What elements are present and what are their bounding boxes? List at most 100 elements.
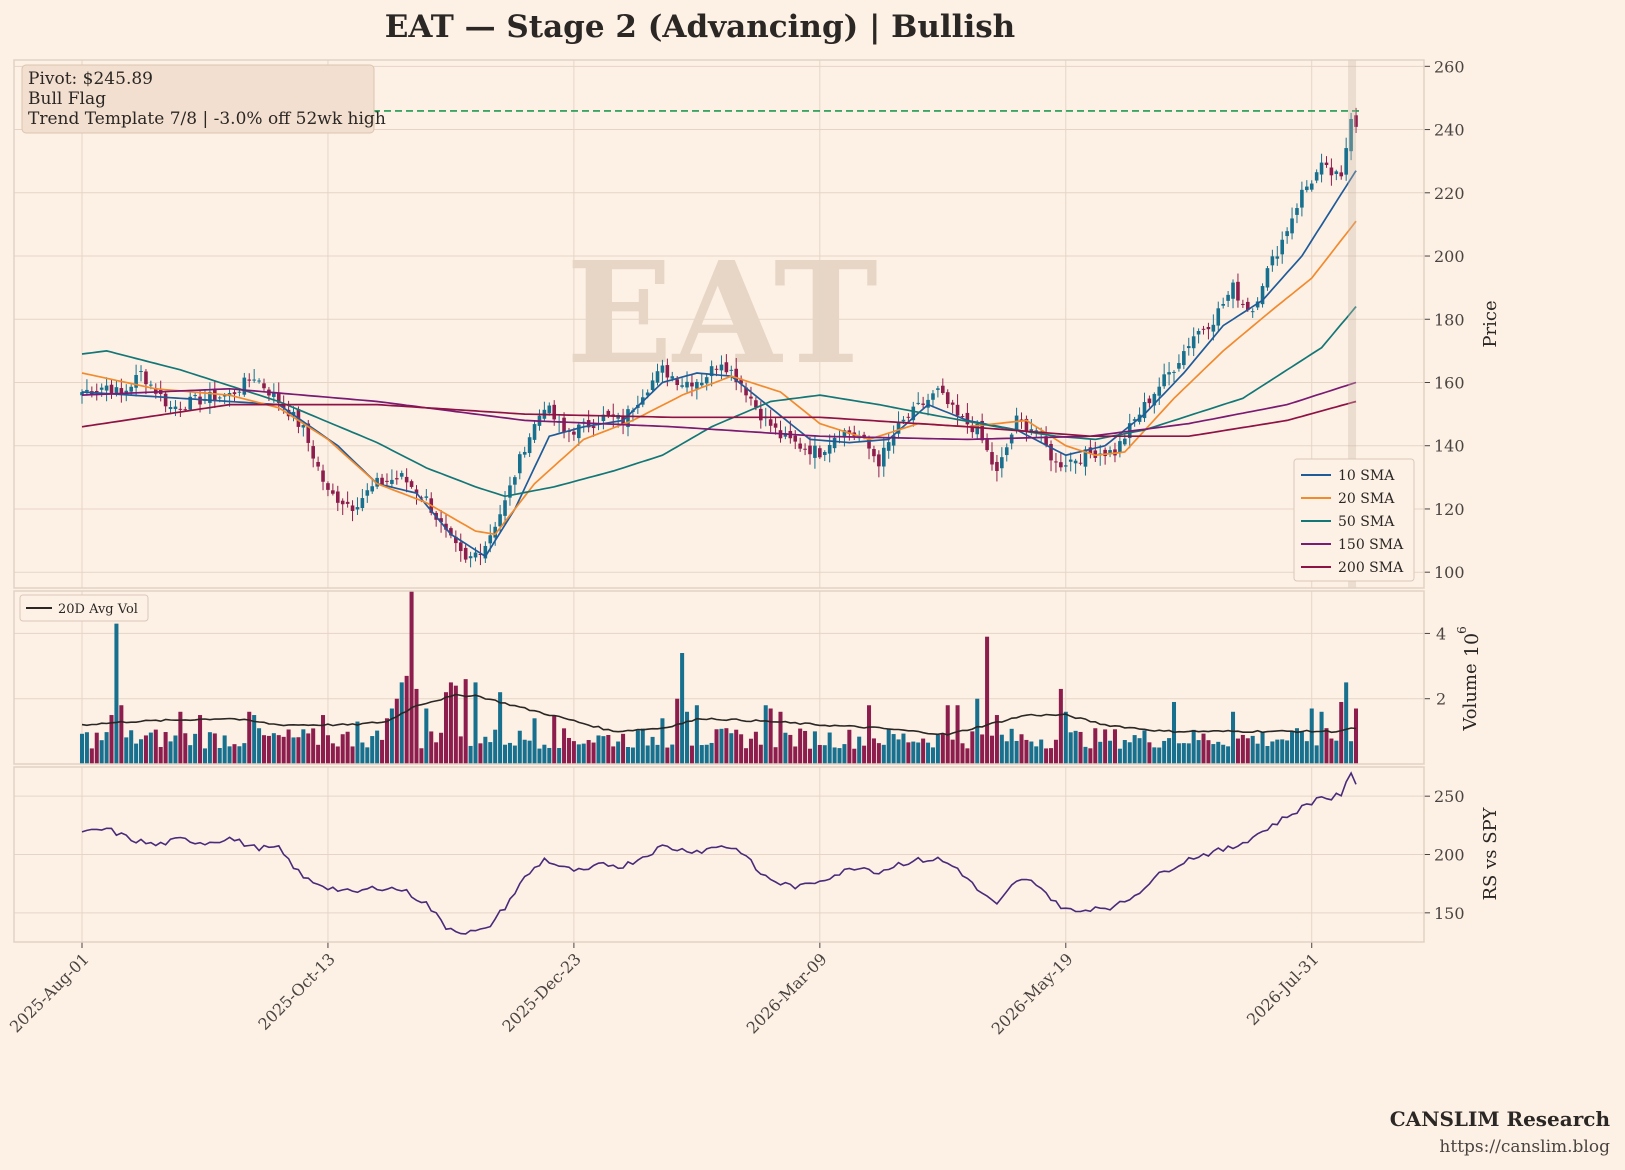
candle-body <box>281 404 286 408</box>
candle-body <box>173 406 178 410</box>
volume-bar <box>758 744 763 764</box>
candle-body <box>1309 183 1314 190</box>
price-tick-label: 160 <box>1434 373 1465 392</box>
volume-bar <box>847 729 852 764</box>
candle-body <box>527 437 532 454</box>
volume-bar <box>1142 730 1147 764</box>
candle-body <box>793 435 798 442</box>
candle-body <box>675 379 679 385</box>
date-x-axis: 2025-Aug-01 2025-Oct-13 2025-Dec-23 2026-Ma… <box>6 942 1323 1038</box>
volume-bar <box>143 735 148 764</box>
volume-bar <box>1206 740 1211 764</box>
volume-bar <box>232 744 237 764</box>
candle-body <box>1285 231 1289 237</box>
candle-body <box>916 402 921 404</box>
volume-bar <box>1260 731 1265 764</box>
volume-bar <box>1250 735 1255 764</box>
candle-body <box>709 366 714 377</box>
candle-body <box>1349 118 1353 152</box>
volume-bar <box>1231 711 1236 764</box>
volume-bar <box>1073 730 1078 764</box>
candle-body <box>124 390 129 394</box>
candle-body <box>1236 281 1240 301</box>
volume-bar <box>1309 708 1314 764</box>
candle-body <box>134 374 138 388</box>
candle-body <box>1177 363 1181 369</box>
volume-multiplier-base: 10 <box>1461 633 1483 657</box>
candle-body <box>552 404 557 420</box>
candle-body <box>650 380 655 390</box>
x-tick-label: 2026-Jul-31 <box>1243 949 1323 1029</box>
volume-bar <box>1255 743 1260 764</box>
volume-bar <box>871 738 876 764</box>
price-candles <box>80 107 1358 568</box>
candle-body <box>714 368 719 370</box>
candle-body <box>316 461 320 467</box>
candle-body <box>370 486 375 492</box>
volume-bar <box>591 742 596 764</box>
candle-body <box>1329 167 1334 176</box>
candle-body <box>458 542 463 552</box>
candle-body <box>803 448 807 450</box>
candle-body <box>606 410 611 416</box>
volume-bar <box>709 742 714 764</box>
volume-bar <box>1196 740 1201 764</box>
candle-body <box>1108 450 1112 455</box>
candle-body <box>276 392 281 403</box>
volume-panel-frame <box>13 590 1425 765</box>
volume-bar <box>503 744 508 764</box>
volume-bar <box>222 735 227 764</box>
volume-bar <box>857 736 862 764</box>
volume-bar <box>399 682 404 764</box>
volume-bar <box>994 715 999 764</box>
price-tick-label: 220 <box>1434 184 1465 203</box>
candle-body <box>1314 172 1319 181</box>
candle-body <box>734 368 739 383</box>
candle-body <box>1196 330 1201 335</box>
candle-body <box>562 417 566 432</box>
volume-bar <box>1344 682 1349 764</box>
candle-body <box>1078 462 1083 464</box>
volume-bar <box>571 741 576 764</box>
latest-bar-highlight <box>1348 60 1357 588</box>
candle-body <box>901 419 906 422</box>
candle-body <box>208 391 212 403</box>
candle-body <box>886 442 891 451</box>
volume-bar <box>286 729 291 764</box>
candle-body <box>601 414 606 422</box>
candle-body <box>975 423 980 435</box>
candle-body <box>577 424 581 439</box>
candle-body <box>1152 393 1157 406</box>
volume-bar <box>419 748 424 764</box>
candle-body <box>867 439 871 449</box>
volume-bar <box>1265 745 1270 764</box>
volume-bar <box>793 746 798 764</box>
candle-body <box>94 390 99 392</box>
volume-bar <box>1211 744 1216 764</box>
volume-bar <box>1078 731 1083 764</box>
candle-body <box>449 528 453 536</box>
candle-body <box>109 384 114 395</box>
volume-bar <box>1063 711 1068 764</box>
volume-bar <box>748 738 753 764</box>
volume-bar <box>365 747 370 764</box>
volume-bar <box>296 737 301 764</box>
volume-bar <box>665 747 670 764</box>
volume-bar <box>1004 741 1009 764</box>
volume-bar <box>744 748 749 764</box>
footer-brand: CANSLIM Research <box>1390 1107 1611 1131</box>
candle-body <box>1093 450 1098 458</box>
volume-bar <box>424 708 429 764</box>
volume-bar <box>434 742 439 764</box>
candle-body <box>1344 148 1348 175</box>
candle-body <box>144 371 148 385</box>
price-tick-label: 260 <box>1434 57 1465 76</box>
volume-bar <box>1024 739 1029 764</box>
candle-body <box>404 476 409 483</box>
volume-bar <box>276 735 281 764</box>
candle-body <box>1211 324 1216 332</box>
candle-body <box>768 419 773 426</box>
volume-bar <box>198 715 203 764</box>
candle-body <box>513 477 517 485</box>
volume-bar <box>562 728 567 764</box>
